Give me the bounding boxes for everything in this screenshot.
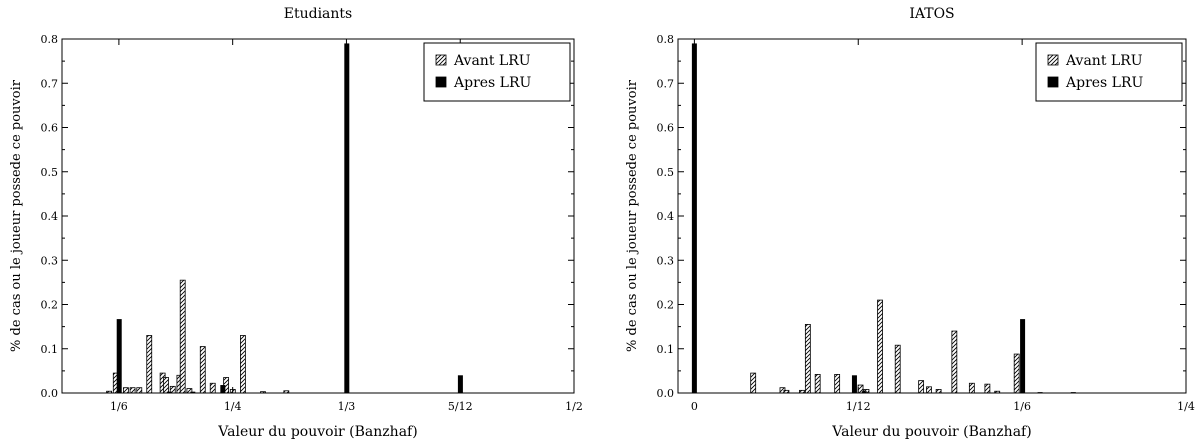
bar-avant-lru bbox=[199, 346, 206, 394]
bar-apres-lru bbox=[166, 391, 172, 393]
y-tick-label: 0.7 bbox=[41, 77, 59, 90]
x-tick-label: 1/12 bbox=[846, 400, 871, 413]
bar-avant-lru bbox=[935, 389, 942, 394]
x-tick-label: 1/4 bbox=[224, 400, 242, 413]
y-tick-label: 0.3 bbox=[41, 254, 59, 267]
bar-avant-lru bbox=[750, 372, 757, 394]
bar-avant-lru bbox=[918, 380, 925, 394]
bar-avant-lru bbox=[146, 335, 153, 394]
bar-avant-lru bbox=[209, 382, 216, 394]
bar-avant-lru bbox=[163, 377, 169, 394]
x-axis-label: Valeur du pouvoir (Banzhaf) bbox=[831, 424, 1031, 439]
bar-apres-lru bbox=[116, 319, 122, 393]
y-tick-label: 0.4 bbox=[657, 210, 675, 223]
y-tick-label: 0.4 bbox=[41, 210, 59, 223]
bar-avant-lru bbox=[894, 344, 901, 394]
y-tick-label: 0.1 bbox=[657, 343, 675, 356]
chart-etudiants: Etudiants 0.0 0.1 0.2 0.3 0.4 0.5 0.6 0.7 0.8 1/6 1… bbox=[9, 6, 583, 439]
legend-label: Avant LRU bbox=[1065, 53, 1143, 69]
y-axis-label: % de cas ou le joueur possede ce pouvoir bbox=[9, 79, 24, 352]
bar-avant-lru bbox=[1013, 353, 1020, 394]
x-tick-label: 1/4 bbox=[1177, 400, 1195, 413]
legend-label: Apres LRU bbox=[453, 75, 532, 91]
bar-avant-lru bbox=[136, 387, 143, 394]
bar-avant-lru bbox=[804, 324, 811, 394]
x-tick-label: 0 bbox=[691, 400, 698, 413]
legend bbox=[423, 42, 571, 102]
legend bbox=[1035, 42, 1183, 102]
y-tick-label: 0.5 bbox=[657, 166, 675, 179]
bar-apres-lru bbox=[190, 391, 196, 393]
bar-apres-lru bbox=[691, 43, 697, 394]
y-tick-label: 0.3 bbox=[657, 254, 675, 267]
bar-apres-lru bbox=[1020, 319, 1026, 393]
x-tick-label: 1/6 bbox=[110, 400, 128, 413]
bar-avant-lru bbox=[834, 374, 841, 394]
chart-iatos: IATOS 0.0 0.1 0.2 0.3 0.4 0.5 0.6 0.7 0.8 0 1/12 1/6… bbox=[625, 6, 1195, 439]
y-tick-label: 0.8 bbox=[657, 33, 675, 46]
bar-avant-lru bbox=[877, 299, 883, 394]
x-axis-label: Valeur du pouvoir (Banzhaf) bbox=[217, 424, 417, 439]
x-tick-label: 1/6 bbox=[1013, 400, 1031, 413]
bar-apres-lru bbox=[344, 43, 350, 394]
x-tick-label: 5/12 bbox=[448, 400, 473, 413]
legend-swatch bbox=[435, 54, 447, 66]
bar-apres-lru bbox=[220, 385, 226, 393]
legend-label: Avant LRU bbox=[453, 53, 531, 69]
bar-avant-lru bbox=[179, 279, 186, 394]
y-tick-label: 0.6 bbox=[41, 122, 59, 135]
x-tick-label: 1/2 bbox=[565, 400, 583, 413]
y-tick-label: 0.0 bbox=[657, 387, 675, 400]
bar-avant-lru bbox=[984, 383, 991, 394]
legend-swatch bbox=[435, 76, 447, 88]
y-tick-label: 0.5 bbox=[41, 166, 59, 179]
y-tick-label: 0.7 bbox=[657, 77, 675, 90]
legend-label: Apres LRU bbox=[1065, 75, 1144, 91]
y-tick-label: 0.2 bbox=[41, 299, 59, 312]
bar-apres-lru bbox=[851, 375, 857, 393]
chart-title: IATOS bbox=[909, 6, 954, 22]
y-tick-label: 0.8 bbox=[41, 33, 59, 46]
y-tick-label: 0.6 bbox=[657, 122, 675, 135]
y-tick-label: 0.2 bbox=[657, 299, 675, 312]
bar-avant-lru bbox=[968, 382, 975, 394]
y-axis-label: % de cas ou le joueur possede ce pouvoir bbox=[625, 79, 640, 352]
bar-avant-lru bbox=[129, 387, 136, 394]
bar-avant-lru bbox=[951, 330, 958, 394]
bar-apres-lru bbox=[861, 391, 867, 393]
bar-avant-lru bbox=[814, 374, 821, 394]
y-tick-label: 0.0 bbox=[41, 387, 59, 400]
x-tick-label: 1/3 bbox=[338, 400, 356, 413]
chart-title: Etudiants bbox=[284, 6, 352, 22]
y-tick-label: 0.1 bbox=[41, 343, 59, 356]
bar-avant-lru bbox=[123, 387, 129, 394]
legend-swatch bbox=[1047, 54, 1059, 66]
bar-avant-lru bbox=[240, 335, 246, 394]
bar-apres-lru bbox=[457, 375, 463, 393]
bar-avant-lru bbox=[926, 386, 932, 394]
legend-swatch bbox=[1047, 76, 1059, 88]
